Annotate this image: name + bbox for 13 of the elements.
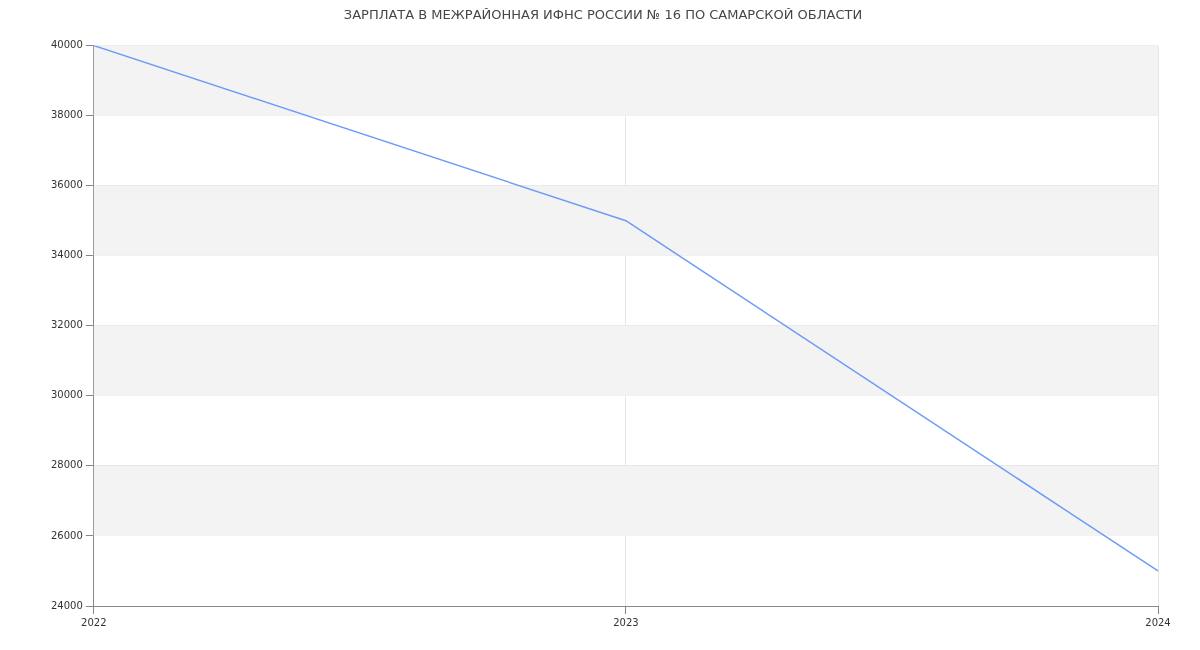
y-tick-label: 26000: [51, 529, 83, 541]
y-tick-label: 40000: [51, 39, 83, 51]
y-tick-label: 24000: [51, 599, 83, 611]
y-tick-label: 32000: [51, 319, 83, 331]
y-tick-label: 34000: [51, 249, 83, 261]
x-tick-label: 2023: [613, 616, 639, 628]
x-tick-label: 2022: [81, 616, 107, 628]
y-tick-label: 30000: [51, 389, 83, 401]
chart-title: ЗАРПЛАТА В МЕЖРАЙОННАЯ ИФНС РОССИИ № 16 ПО САМАРСКОЙ ОБЛАСТИ: [343, 7, 863, 23]
y-tick-label: 28000: [51, 459, 83, 471]
y-tick-label: 36000: [51, 179, 83, 191]
y-tick-label: 38000: [51, 109, 83, 121]
x-tick-label: 2024: [1145, 616, 1171, 628]
